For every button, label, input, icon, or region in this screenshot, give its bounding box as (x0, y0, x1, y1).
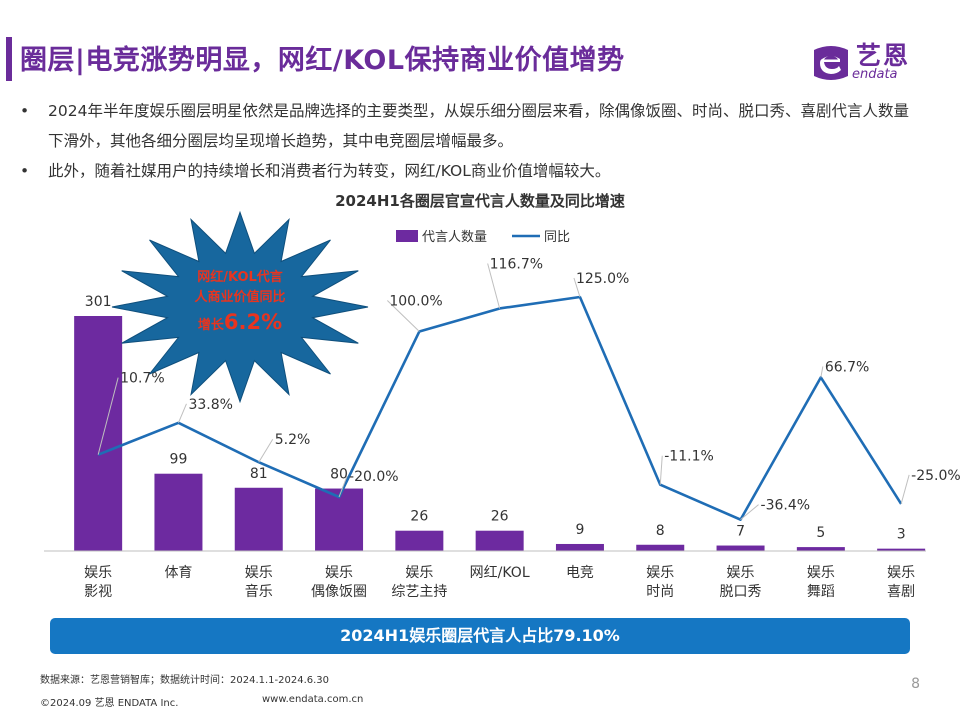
bar-value-label: 26 (410, 509, 428, 525)
line-value-label: -36.4% (761, 498, 811, 514)
category-label: 偶像饭圈 (311, 584, 367, 600)
category-label: 娱乐 (84, 565, 112, 581)
line-label-leader (338, 475, 348, 498)
line-label-leader (573, 277, 581, 298)
bar-8 (716, 545, 765, 551)
summary-banner: 2024H1娱乐圈层代言人占比79.10% (50, 618, 910, 654)
legend-line-label: 同比 (544, 230, 570, 245)
category-label: 网红/KOL (470, 565, 530, 581)
bar-5 (475, 530, 524, 551)
line-value-label: 66.7% (825, 359, 869, 375)
line-value-label: 125.0% (576, 271, 629, 287)
category-label: 娱乐 (325, 565, 353, 581)
category-label: 影视 (84, 584, 112, 600)
callout-line1: 网红/KOL代言 (197, 269, 283, 285)
bar-10 (877, 548, 926, 551)
category-label: 娱乐 (887, 565, 915, 581)
bar-7 (636, 544, 685, 551)
endata-logo-icon (814, 46, 848, 80)
category-label: 体育 (164, 565, 192, 581)
line-value-label: 116.7% (490, 256, 543, 272)
line-label-leader (740, 504, 759, 521)
callout-line2: 人商业价值同比 (194, 289, 285, 305)
bar-2 (234, 487, 283, 551)
line-label-leader (659, 455, 663, 485)
footer-website: www.endata.com.cn (262, 694, 364, 705)
bar-value-label: 81 (250, 466, 268, 482)
line-value-label: 100.0% (389, 293, 442, 309)
bar-value-label: 9 (575, 522, 584, 538)
bar-value-label: 7 (736, 524, 745, 540)
callout-starburst (111, 210, 369, 404)
line-label-leader (487, 263, 501, 309)
line-value-label: -20.0% (349, 469, 399, 485)
logo-chinese-text: 艺恩 (856, 41, 911, 70)
line-label-leader (97, 377, 119, 455)
page-number: 8 (911, 676, 920, 692)
bar-4 (395, 530, 444, 551)
logo-english-text: endata (852, 67, 898, 82)
line-label-leader (177, 403, 187, 423)
bar-value-label: 99 (170, 452, 188, 468)
category-label: 综艺主持 (391, 584, 447, 600)
line-value-label: 5.2% (275, 432, 311, 448)
bar-0 (74, 316, 123, 551)
line-value-label: 33.8% (188, 397, 232, 413)
category-label: 娱乐 (807, 565, 835, 581)
category-label: 脱口秀 (720, 584, 762, 600)
category-label: 电竞 (566, 564, 594, 581)
line-label-leader (900, 474, 910, 505)
endata-logo: 艺恩 endata (808, 38, 928, 88)
line-value-label: -25.0% (911, 468, 960, 484)
line-value-label: 10.7% (120, 371, 164, 387)
callout-line3: 增长6.2% (198, 310, 282, 334)
bar-value-label: 80 (330, 467, 348, 483)
bar-value-label: 5 (816, 525, 825, 541)
bar-3 (315, 488, 364, 551)
category-label: 娱乐 (245, 565, 273, 581)
footer-source: 数据来源：艺恩营销智库；数据统计时间：2024.1.1-2024.6.30 (40, 675, 330, 686)
legend-bar-label: 代言人数量 (422, 230, 487, 245)
category-label: 娱乐 (646, 565, 674, 581)
category-label: 时尚 (646, 584, 674, 600)
category-label: 舞蹈 (807, 584, 835, 600)
legend-bar-swatch (396, 230, 418, 242)
bullet-item: 2024年半年度娱乐圈层明星依然是品牌选择的主要类型，从娱乐细分圈层来看，除偶像… (18, 96, 918, 156)
line-label-leader (820, 366, 824, 378)
footer-copyright: ©2024.09 艺恩 ENDATA Inc. (40, 698, 179, 709)
line-label-leader (258, 438, 274, 463)
category-label: 喜剧 (887, 584, 915, 600)
bar-1 (154, 473, 203, 551)
bar-value-label: 3 (897, 527, 906, 543)
page-title: 圈层|电竞涨势明显，网红/KOL保持商业价值增势 (20, 45, 625, 76)
chart-title: 2024H1各圈层官宣代言人数量及同比增速 (335, 192, 625, 210)
bar-value-label: 8 (656, 523, 665, 539)
category-label: 音乐 (245, 583, 273, 600)
line-value-label: -11.1% (664, 449, 714, 465)
bullet-list: 2024年半年度娱乐圈层明星依然是品牌选择的主要类型，从娱乐细分圈层来看，除偶像… (18, 96, 918, 186)
bullet-item: 此外，随着社媒用户的持续增长和消费者行为转变，网红/KOL商业价值增幅较大。 (18, 156, 918, 186)
title-accent-bar (6, 37, 12, 81)
bar-value-label: 301 (85, 294, 112, 310)
line-label-leader (387, 300, 420, 332)
bar-9 (796, 547, 845, 551)
category-label: 娱乐 (727, 565, 755, 581)
category-label: 娱乐 (405, 565, 433, 581)
bar-value-label: 26 (491, 509, 509, 525)
bar-6 (555, 543, 604, 551)
